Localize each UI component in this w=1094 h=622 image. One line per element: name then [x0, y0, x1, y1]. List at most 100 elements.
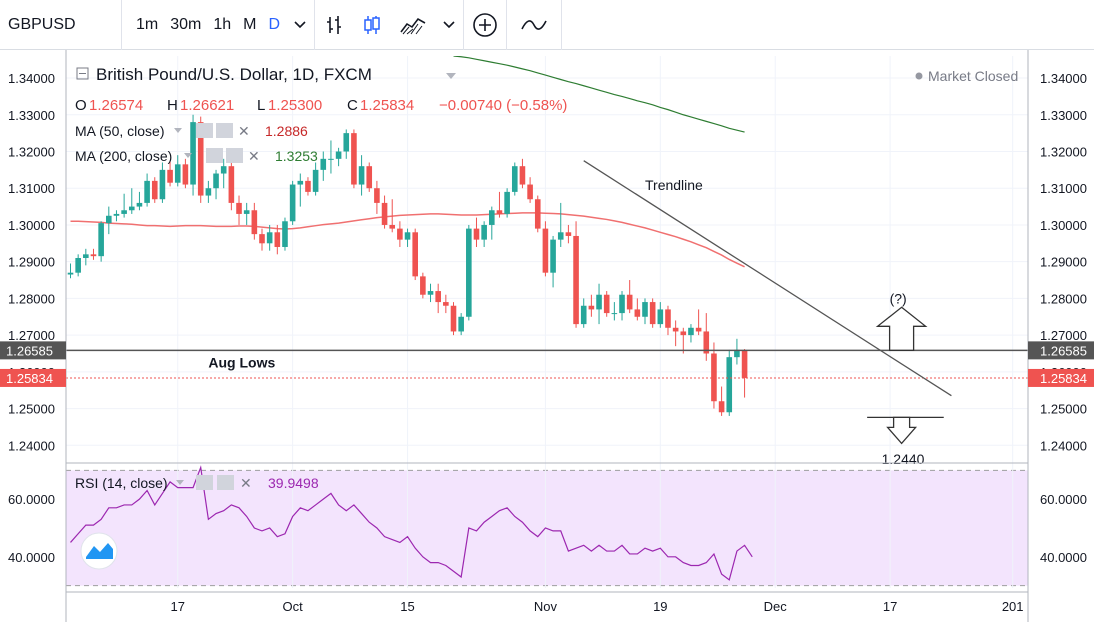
- price-tick-label: 1.31000: [1040, 181, 1087, 196]
- candle-body: [174, 164, 181, 183]
- candle-body: [197, 122, 204, 196]
- aug-lows-badge-left: [0, 341, 66, 360]
- candle-body: [726, 357, 733, 413]
- candle-chart-icon[interactable]: [353, 0, 391, 50]
- candle-body: [213, 173, 219, 189]
- close-icon[interactable]: ✕: [240, 475, 252, 491]
- candle-body: [404, 232, 411, 240]
- time-tick-label: Oct: [283, 599, 304, 614]
- time-tick-label: 201: [1002, 599, 1024, 614]
- candle-body: [312, 169, 319, 192]
- ma50-label[interactable]: MA (50, close): [75, 123, 164, 139]
- visibility-icon[interactable]: [196, 123, 213, 138]
- toolbar-divider: [463, 0, 465, 50]
- candle-body: [167, 169, 173, 183]
- candle-body: [159, 169, 166, 200]
- candle-body: [397, 228, 403, 240]
- bar-chart-icon[interactable]: [315, 0, 353, 50]
- candle-body: [580, 305, 587, 325]
- chevron-down-icon[interactable]: [174, 128, 182, 133]
- price-tick-label: 1.33000: [1040, 108, 1087, 123]
- candle-body: [596, 294, 602, 310]
- chevron-down-icon[interactable]: [286, 0, 314, 50]
- candle-body: [259, 234, 265, 244]
- add-indicator-icon[interactable]: [464, 0, 506, 50]
- area-chart-icon[interactable]: [391, 0, 435, 50]
- candle-body: [144, 180, 150, 203]
- candle-body: [90, 254, 97, 257]
- chevron-down-icon[interactable]: [435, 0, 463, 50]
- up-arrow-icon[interactable]: [875, 306, 928, 351]
- visibility-icon[interactable]: [206, 148, 223, 163]
- interval-m[interactable]: M: [243, 15, 257, 33]
- gear-icon[interactable]: [226, 148, 243, 163]
- candle-body: [534, 199, 541, 229]
- candle-body: [550, 239, 556, 273]
- candle-body: [588, 305, 595, 310]
- gear-icon[interactable]: [217, 475, 234, 490]
- chevron-down-icon[interactable]: [176, 480, 184, 485]
- candle-body: [489, 210, 495, 225]
- time-tick-label: 17: [883, 599, 897, 614]
- rsi-tick-label: 40.0000: [1040, 550, 1087, 565]
- candle-body: [236, 202, 242, 214]
- rsi-value: 39.9498: [268, 475, 319, 491]
- time-tick-label: Nov: [534, 599, 558, 614]
- candle-body: [282, 221, 288, 247]
- interval-1m[interactable]: 1m: [136, 15, 159, 33]
- trendline[interactable]: [583, 160, 952, 397]
- aug-lows-badge-left-text: 1.26585: [6, 343, 53, 358]
- chart-canvas[interactable]: Trendline Aug Lows (?) 1.2440 1.24000 1.2…: [0, 50, 1094, 622]
- candle-body: [412, 232, 418, 277]
- candle-body: [266, 232, 273, 244]
- candle-body: [611, 313, 618, 315]
- candle-body: [450, 305, 457, 332]
- rsi-label[interactable]: RSI (14, close): [75, 475, 168, 491]
- candle-body: [297, 180, 304, 185]
- chevron-down-icon[interactable]: [446, 73, 456, 79]
- price-tick-label: 1.24000: [8, 438, 55, 453]
- price-tick-label: 1.30000: [1040, 218, 1087, 233]
- candle-body: [274, 232, 281, 247]
- visibility-icon[interactable]: [196, 475, 213, 490]
- candle-body: [427, 291, 434, 295]
- tradingview-logo-icon: [80, 532, 118, 570]
- candle-body: [151, 180, 158, 200]
- aug-lows-badge-right-text: 1.26585: [1040, 343, 1087, 358]
- candle-body: [67, 272, 74, 275]
- ma200-label[interactable]: MA (200, close): [75, 148, 172, 164]
- last-price-badge-right: [1028, 368, 1094, 387]
- chart-title: British Pound/U.S. Dollar, 1D, FXCM: [96, 65, 372, 84]
- symbol-search[interactable]: GBPUSD: [0, 0, 122, 50]
- interval-30m[interactable]: 30m: [170, 15, 202, 33]
- candle-body: [519, 166, 526, 185]
- interval-d[interactable]: D: [268, 15, 281, 33]
- candle-body: [113, 213, 120, 216]
- ohlc-open: 1.26574: [89, 97, 143, 114]
- chevron-down-icon[interactable]: [184, 153, 192, 158]
- close-icon[interactable]: ✕: [238, 123, 250, 139]
- ma200-line: [453, 56, 745, 133]
- candle-body: [557, 232, 564, 240]
- candle-body: [374, 188, 380, 203]
- candle-body: [680, 331, 687, 336]
- compare-wave-icon[interactable]: [507, 0, 561, 50]
- time-tick-label: 19: [653, 599, 667, 614]
- left-price-axis[interactable]: 1.240001.250001.260001.270001.280001.290…: [8, 71, 55, 565]
- interval-1h[interactable]: 1h: [213, 15, 232, 33]
- candle-body: [657, 309, 664, 325]
- candle-body: [343, 133, 350, 152]
- down-arrow-icon[interactable]: [886, 416, 918, 445]
- gear-icon[interactable]: [216, 123, 233, 138]
- target-label: 1.2440: [882, 451, 925, 467]
- right-price-axis[interactable]: 1.240001.250001.260001.270001.280001.290…: [1040, 71, 1087, 565]
- candle-body: [121, 210, 127, 214]
- candle-body: [351, 133, 357, 185]
- candle-body: [435, 291, 441, 303]
- candle-body: [243, 210, 250, 214]
- collapse-legend-icon[interactable]: [76, 67, 89, 80]
- candle-body: [665, 309, 671, 328]
- close-icon[interactable]: ✕: [248, 148, 260, 164]
- time-axis[interactable]: 17 Oct 15 Nov 19 Dec 17 201: [171, 599, 1024, 614]
- question-label: (?): [890, 290, 907, 306]
